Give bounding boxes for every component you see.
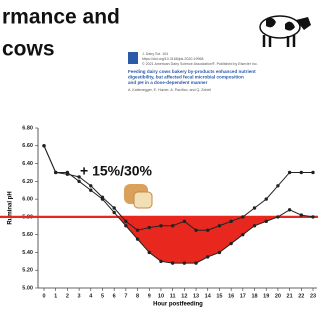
x-tick-label: 9 (148, 293, 151, 299)
data-point (300, 213, 303, 216)
x-tick-label: 20 (275, 293, 281, 299)
paper-title: and pH in a dose-dependent manner (128, 80, 208, 85)
data-point (42, 144, 45, 147)
x-tick-label: 5 (101, 293, 104, 299)
data-point (171, 224, 174, 227)
data-point (159, 224, 162, 227)
slide: rmance and cows J. Dairy Sci. 104 https:… (0, 0, 318, 310)
x-tick-label: 12 (181, 293, 187, 299)
x-tick-label: 0 (42, 293, 45, 299)
journal-logo (128, 52, 138, 64)
data-point (218, 224, 221, 227)
data-point (148, 226, 151, 229)
x-tick-label: 2 (66, 293, 69, 299)
data-point (66, 171, 69, 174)
data-point (89, 184, 92, 187)
x-tick-label: 23 (310, 293, 316, 299)
x-tick-label: 14 (205, 293, 212, 299)
paper-title: Feeding dairy cows bakery by-products en… (128, 69, 256, 74)
paper-title: digestibility, but affected fecal microb… (128, 75, 244, 80)
x-tick-label: 17 (240, 293, 246, 299)
journal: J. Dairy Sci. 104 (142, 52, 168, 56)
data-point (148, 251, 151, 254)
y-tick-label: 6.60 (22, 143, 33, 149)
data-point (54, 171, 57, 174)
authors: A. Kaltenegger, E. Humer, A. Pacífico, a… (128, 88, 211, 92)
data-point (171, 261, 174, 264)
data-point (276, 215, 279, 218)
cow-icon (260, 16, 311, 47)
data-point (311, 171, 314, 174)
x-tick-label: 15 (216, 293, 222, 299)
data-point (194, 229, 197, 232)
data-point (159, 260, 162, 263)
x-tick-label: 16 (228, 293, 234, 299)
data-point (311, 215, 314, 218)
y-tick-label: 5.00 (22, 285, 33, 291)
y-axis-label: Ruminal pH (8, 191, 14, 224)
x-tick-label: 19 (263, 293, 269, 299)
data-point (112, 211, 115, 214)
x-tick-label: 3 (78, 293, 81, 299)
data-point (101, 197, 104, 200)
data-point (206, 229, 209, 232)
y-tick-label: 6.40 (22, 161, 33, 167)
x-tick-label: 7 (124, 293, 127, 299)
slide-title: cows (2, 38, 55, 61)
y-tick-label: 5.60 (22, 232, 33, 238)
x-tick-label: 8 (136, 293, 139, 299)
data-point (300, 171, 303, 174)
data-point (194, 261, 197, 264)
y-tick-label: 6.20 (22, 179, 33, 185)
chart: Ruminal pH Hour postfeeding 5.00 5.20 5.40… (0, 125, 318, 307)
x-tick-label: 18 (251, 293, 257, 299)
data-point (206, 255, 209, 258)
data-point (253, 224, 256, 227)
data-point (229, 242, 232, 245)
y-tick-label: 6.00 (22, 197, 33, 203)
y-tick-label: 5.40 (22, 250, 33, 256)
y-tick-label: 5.20 (22, 268, 33, 274)
data-point (265, 197, 268, 200)
copyright: © 2021 American Dairy Science Associatio… (142, 62, 258, 66)
x-tick-label: 11 (170, 293, 176, 299)
annotation: + 15%/30% (80, 163, 153, 179)
y-tick-label: 6.80 (22, 125, 33, 131)
x-tick-label: 1 (54, 293, 57, 299)
x-axis-label: Hour postfeeding (153, 302, 203, 308)
x-tick-label: 10 (158, 293, 164, 299)
data-point (253, 206, 256, 209)
data-point (229, 220, 232, 223)
data-point (183, 261, 186, 264)
x-tick-label: 21 (287, 293, 293, 299)
data-point (265, 220, 268, 223)
bread-slice (134, 192, 152, 208)
x-tick-label: 6 (113, 293, 116, 299)
data-point (77, 180, 80, 183)
x-tick-label: 13 (193, 293, 199, 299)
data-point (288, 171, 291, 174)
slide-title: rmance and (2, 6, 120, 29)
data-point (124, 220, 127, 223)
data-point (218, 251, 221, 254)
data-point (241, 233, 244, 236)
data-point (183, 220, 186, 223)
x-tick-label: 4 (89, 293, 93, 299)
page: rmance and cows J. Dairy Sci. 104 https:… (0, 0, 318, 310)
data-point (288, 208, 291, 211)
bread-icon (124, 184, 152, 208)
data-point (89, 189, 92, 192)
data-point (241, 215, 244, 218)
paper-reference: J. Dairy Sci. 104 https://doi.org/10.316… (128, 52, 258, 92)
doi: https://doi.org/10.3168/jds.2020-19968 (142, 57, 204, 61)
x-tick-label: 22 (298, 293, 304, 299)
data-point (136, 229, 139, 232)
data-point (124, 224, 127, 227)
data-point (276, 184, 279, 187)
data-point (112, 206, 115, 209)
data-point (136, 237, 139, 240)
